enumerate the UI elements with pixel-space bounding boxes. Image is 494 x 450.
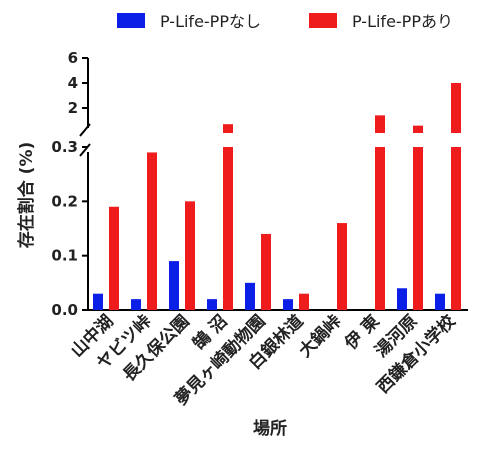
y-tick-label: 0.1: [51, 247, 78, 265]
y-tick-label: 4: [68, 74, 78, 92]
bar-no-plife: [207, 299, 217, 310]
bar-with-plife: [337, 223, 347, 310]
axes: [79, 58, 468, 311]
bar-with-plife: [451, 147, 461, 310]
x-tick-label: 大鍋峠: [295, 311, 346, 362]
bar-with-plife-upper: [375, 115, 385, 133]
y-tick-label: 6: [68, 49, 78, 67]
bars: [93, 83, 461, 310]
bar-no-plife: [435, 293, 445, 310]
bar-with-plife-upper: [223, 124, 233, 133]
bar-with-plife: [223, 147, 233, 310]
legend-label-no-plife: P-Life-PPなし: [160, 12, 261, 31]
axis-break-mark-upper: [79, 123, 91, 137]
bar-with-plife: [109, 206, 119, 310]
legend: P-Life-PPなし P-Life-PPあり: [117, 12, 453, 31]
y-axis-label: 存在割合 (%): [16, 142, 37, 249]
bar-with-plife: [261, 233, 271, 310]
bar-no-plife: [397, 288, 407, 310]
legend-swatch-no-plife: [117, 13, 145, 28]
y-tick-label: 2: [68, 99, 78, 117]
bar-with-plife-upper: [451, 83, 461, 133]
bar-with-plife: [185, 201, 195, 310]
bar-with-plife: [147, 152, 157, 310]
bar-with-plife: [375, 147, 385, 310]
bar-no-plife: [283, 299, 293, 310]
y-tick-label: 0.2: [51, 192, 78, 210]
bar-no-plife: [93, 293, 103, 310]
axis-break-mark-lower: [79, 143, 91, 157]
legend-swatch-with-plife: [309, 13, 337, 28]
x-axis-label: 場所: [253, 419, 287, 439]
bar-no-plife: [131, 299, 141, 310]
bar-with-plife: [413, 147, 423, 310]
bar-no-plife: [245, 282, 255, 310]
y-tick-label: 0.3: [51, 138, 78, 156]
y-tick-label: 0.0: [51, 301, 78, 319]
bar-with-plife: [299, 293, 309, 310]
legend-label-with-plife: P-Life-PPあり: [352, 12, 453, 31]
bar-no-plife: [169, 261, 179, 310]
bar-with-plife-upper: [413, 125, 423, 133]
y-ticks: 0.0 0.1 0.2 0.3 2 4 6: [51, 49, 88, 319]
